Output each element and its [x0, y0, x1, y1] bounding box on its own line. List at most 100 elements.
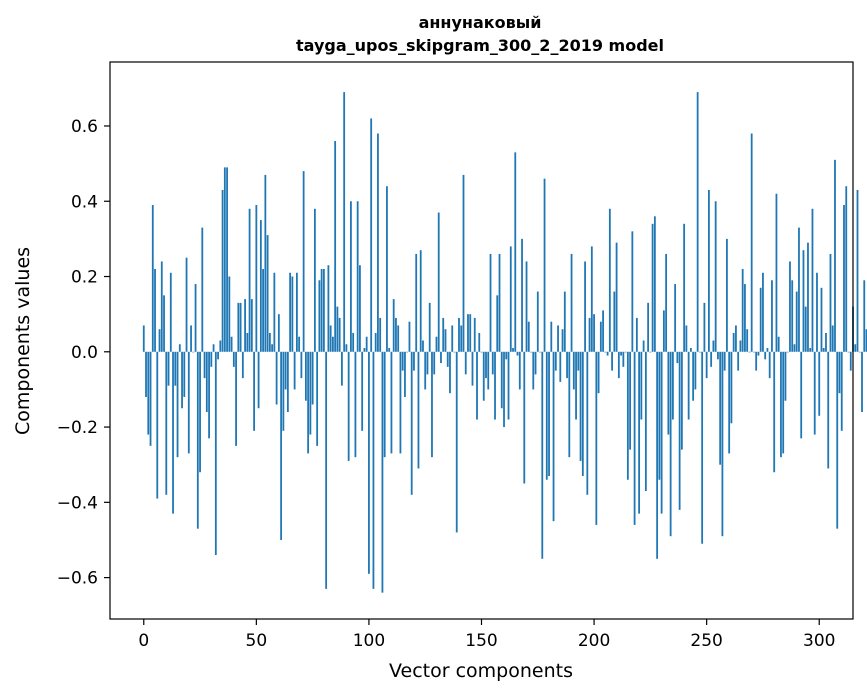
- bar-241: [685, 325, 688, 352]
- y-tick-label: −0.6: [57, 569, 98, 589]
- bar-113: [397, 325, 400, 352]
- bar-83: [329, 325, 332, 352]
- bar-45: [244, 299, 246, 352]
- bar-250: [705, 351, 708, 379]
- bar-41: [235, 351, 237, 446]
- chart-title-line1: аннунаковый: [419, 13, 542, 32]
- bar-305: [829, 253, 832, 352]
- bar-127: [428, 302, 431, 352]
- bar-254: [714, 201, 717, 352]
- bar-169: [523, 351, 526, 484]
- bar-229: [658, 351, 661, 480]
- bar-157: [496, 295, 499, 352]
- bar-75: [311, 351, 314, 405]
- y-tick-label: 0.4: [71, 192, 98, 212]
- bar-14: [174, 351, 177, 386]
- bar-278: [768, 351, 771, 379]
- bar-93: [352, 332, 355, 352]
- bar-11: [167, 351, 170, 386]
- bar-288: [791, 280, 794, 352]
- bar-313: [847, 351, 850, 353]
- bar-149: [478, 332, 481, 352]
- bar-148: [476, 351, 478, 420]
- bar-201: [595, 351, 598, 525]
- bar-42: [237, 302, 240, 352]
- bar-52: [259, 220, 262, 352]
- bar-206: [606, 351, 609, 356]
- bar-282: [777, 336, 780, 352]
- bar-232: [665, 253, 668, 352]
- bar-29: [208, 351, 210, 439]
- bar-6: [156, 351, 159, 499]
- bar-272: [755, 351, 758, 371]
- bar-297: [811, 208, 814, 352]
- bar-59: [275, 351, 278, 405]
- bar-309: [838, 351, 841, 394]
- bar-124: [422, 340, 424, 352]
- bar-321: [865, 329, 867, 352]
- bar-103: [374, 332, 377, 352]
- bar-135: [446, 351, 449, 367]
- bar-230: [660, 351, 663, 514]
- bar-280: [773, 351, 776, 473]
- bar-246: [696, 92, 699, 352]
- bar-164: [512, 348, 514, 352]
- bar-58: [273, 272, 276, 352]
- bar-102: [372, 351, 375, 589]
- bar-142: [462, 174, 465, 352]
- bar-312: [845, 186, 848, 352]
- bar-105: [379, 317, 382, 352]
- bar-23: [194, 284, 197, 352]
- bar-141: [460, 325, 463, 352]
- bar-257: [721, 351, 724, 537]
- bar-208: [611, 351, 613, 371]
- bar-96: [359, 265, 361, 352]
- bar-307: [834, 159, 836, 352]
- bar-200: [593, 314, 595, 352]
- bar-219: [635, 317, 638, 352]
- bar-204: [602, 310, 604, 352]
- bar-40: [232, 351, 235, 367]
- bar-237: [676, 351, 679, 364]
- bar-205: [604, 351, 607, 353]
- bar-119: [410, 351, 413, 495]
- bar-150: [480, 351, 483, 353]
- bar-37: [226, 167, 228, 352]
- bar-170: [525, 261, 528, 352]
- bar-109: [388, 348, 391, 352]
- bar-81: [325, 351, 328, 589]
- bar-293: [802, 250, 805, 352]
- bar-10: [165, 351, 168, 495]
- bar-179: [545, 351, 548, 480]
- bar-212: [620, 351, 622, 356]
- bar-61: [280, 351, 283, 540]
- bar-62: [282, 351, 285, 431]
- bar-202: [597, 351, 600, 394]
- bar-167: [518, 351, 521, 390]
- bar-290: [795, 291, 798, 352]
- bar-139: [455, 351, 458, 533]
- bar-126: [426, 351, 429, 375]
- bars-group: [142, 92, 867, 593]
- bar-82: [327, 265, 330, 352]
- bar-80: [322, 268, 325, 352]
- bar-251: [708, 189, 710, 352]
- y-tick-label: −0.2: [57, 418, 98, 438]
- bar-178: [543, 178, 546, 352]
- bar-285: [784, 351, 787, 401]
- bar-24: [196, 351, 199, 529]
- bar-203: [599, 321, 602, 352]
- bar-111: [392, 299, 395, 352]
- bar-248: [701, 351, 704, 544]
- bar-70: [300, 351, 303, 379]
- bar-31: [212, 344, 215, 352]
- bar-155: [491, 351, 494, 375]
- bar-78: [318, 280, 321, 352]
- bar-187: [563, 291, 566, 352]
- bar-255: [717, 351, 719, 360]
- bar-28: [205, 351, 208, 413]
- bar-138: [453, 351, 456, 353]
- bar-7: [158, 329, 161, 352]
- x-tick-label: 200: [578, 631, 610, 651]
